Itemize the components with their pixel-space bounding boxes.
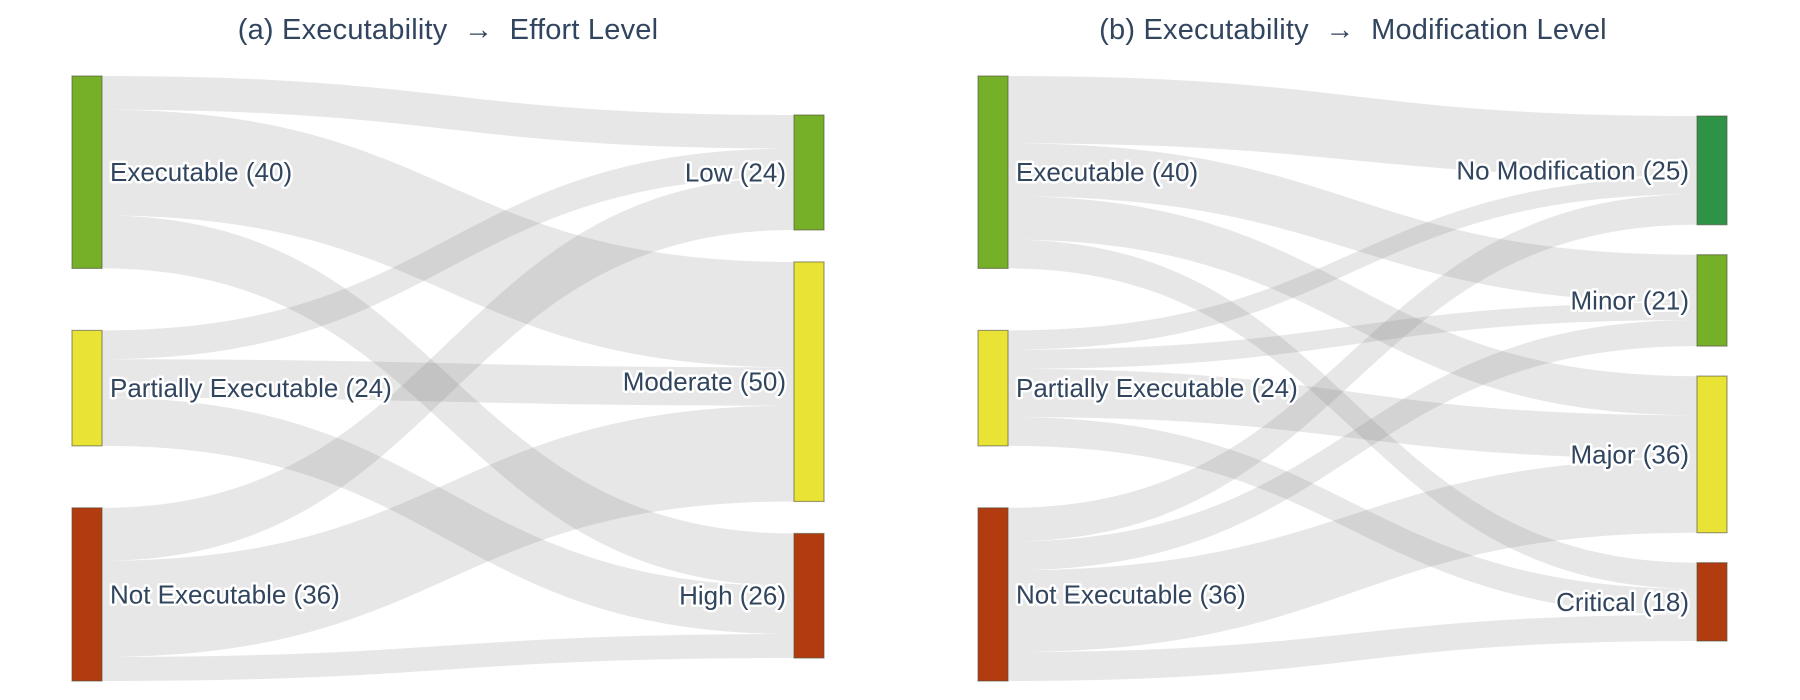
sankey-node — [1696, 562, 1728, 642]
sankey-node — [977, 507, 1009, 682]
sankey-link — [1008, 368, 1697, 459]
panel-b-title: (b) Executability → Modification Level — [1099, 14, 1607, 46]
node-label: Not Executable (36) — [1016, 579, 1246, 609]
sankey-node — [71, 329, 103, 447]
sankey-link — [1008, 239, 1697, 589]
panel-a-title: (a) Executability → Effort Level — [237, 14, 659, 46]
sankey-node — [793, 114, 825, 231]
sankey-link — [102, 76, 794, 149]
sankey-panel-b: Executable (40) Partially Executable (24)… — [977, 75, 1728, 682]
node-label: No Modification (25) — [1456, 155, 1689, 185]
sankey-link — [102, 397, 794, 635]
sankey-node — [71, 507, 103, 682]
sankey-node — [977, 75, 1009, 269]
node-label: High (26) — [679, 581, 786, 611]
sankey-link — [1008, 320, 1697, 571]
sankey-link — [102, 359, 794, 406]
sankey-link — [1008, 194, 1697, 542]
sankey-link — [102, 634, 794, 681]
sankey-link — [102, 405, 794, 657]
node-label: Not Executable (36) — [110, 579, 340, 609]
node-label: Partially Executable (24) — [110, 373, 392, 403]
sankey-node — [1696, 115, 1728, 226]
node-label: Executable (40) — [110, 157, 292, 187]
sankey-node — [977, 329, 1009, 447]
sankey-node — [1696, 254, 1728, 347]
sankey-link — [102, 215, 794, 587]
node-label: Low (24) — [685, 157, 786, 187]
sankey-node — [71, 75, 103, 269]
node-label: Major (36) — [1571, 439, 1689, 469]
sankey-link — [102, 109, 794, 368]
sankey-link — [1008, 302, 1697, 369]
node-label: Executable (40) — [1016, 157, 1198, 187]
sankey-link — [1008, 458, 1697, 653]
sankey-panel-a: Executable (40) Partially Executable (24)… — [71, 75, 825, 682]
sankey-link — [1008, 176, 1697, 350]
node-label: Minor (21) — [1571, 285, 1689, 315]
sankey-link — [1008, 614, 1697, 681]
sankey-link — [1008, 196, 1697, 416]
node-label: Critical (18) — [1556, 587, 1689, 617]
sankey-link — [102, 177, 794, 561]
sankey-link — [1008, 416, 1697, 615]
sankey-link — [1008, 76, 1697, 177]
sankey-node — [1696, 375, 1728, 534]
node-label: Partially Executable (24) — [1016, 373, 1298, 403]
sankey-node — [793, 261, 825, 503]
sankey-link — [1008, 143, 1697, 303]
node-label: Moderate (50) — [623, 367, 786, 397]
sankey-node — [793, 532, 825, 659]
sankey-link — [102, 148, 794, 360]
